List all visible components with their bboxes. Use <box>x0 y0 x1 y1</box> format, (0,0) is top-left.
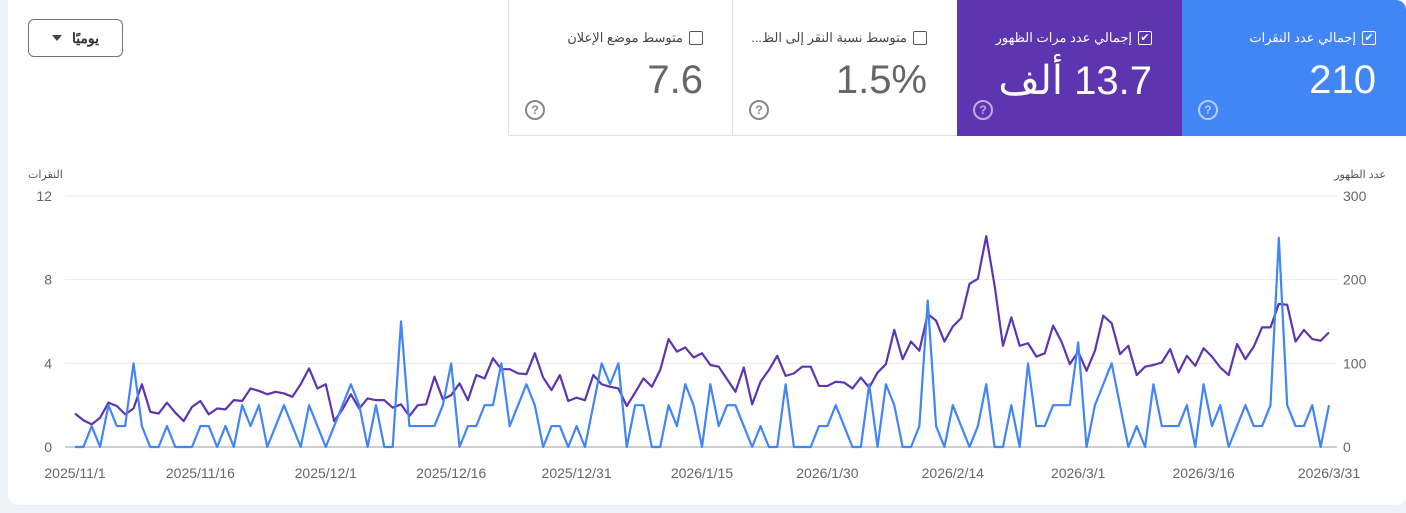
metric-value: 1.5% <box>835 58 927 102</box>
x-tick-label: 2026/3/31 <box>1298 465 1360 481</box>
left-tick-label: 0 <box>44 439 52 455</box>
metric-value: 7.6 <box>647 58 703 102</box>
help-icon[interactable]: ? <box>749 100 769 120</box>
right-tick-label: 300 <box>1343 188 1367 204</box>
checkbox-checked[interactable]: ✔ <box>1362 31 1376 45</box>
left-tick-label: 8 <box>44 272 52 288</box>
x-tick-label: 2025/12/31 <box>542 465 612 481</box>
x-tick-label: 2025/12/16 <box>416 465 486 481</box>
right-tick-label: 100 <box>1343 355 1367 371</box>
impressions-line <box>74 235 1330 426</box>
chevron-down-icon <box>51 35 62 41</box>
x-tick-label: 2025/12/1 <box>295 465 357 481</box>
metric-value: 210 <box>1309 58 1376 102</box>
metric-value: 13.7 ألف <box>998 59 1152 103</box>
x-tick-label: 2026/2/14 <box>922 465 984 481</box>
clicks-line <box>75 236 1331 449</box>
granularity-dropdown[interactable]: يوميًا <box>28 19 123 57</box>
help-icon[interactable]: ? <box>973 100 993 120</box>
right-axis-title: عدد الظهور <box>1334 169 1386 181</box>
left-axis-title: النقرات <box>28 169 63 181</box>
metric-card-avg-position[interactable]: متوسط موضع الإعلان 7.6 ? <box>508 0 733 136</box>
metric-label: متوسط نسبة النقر إلى الظ... <box>751 30 907 45</box>
right-tick-label: 0 <box>1343 439 1351 455</box>
metric-card-ctr[interactable]: متوسط نسبة النقر إلى الظ... 1.5% ? <box>732 0 957 136</box>
x-tick-label: 2025/11/16 <box>166 465 235 481</box>
checkbox[interactable] <box>689 31 703 45</box>
metric-label: إجمالي عدد مرات الظهور <box>995 30 1132 45</box>
metric-label: متوسط موضع الإعلان <box>567 30 683 45</box>
x-tick-label: 2026/3/16 <box>1172 465 1234 481</box>
metric-label: إجمالي عدد النقرات <box>1249 30 1356 45</box>
help-icon[interactable]: ? <box>1198 100 1218 120</box>
x-tick-label: 2026/1/15 <box>671 465 733 481</box>
help-icon[interactable]: ? <box>525 100 545 120</box>
x-tick-label: 2025/11/1 <box>44 465 105 481</box>
metric-card-clicks[interactable]: ✔ إجمالي عدد النقرات 210 ? <box>1182 0 1406 136</box>
checkbox[interactable] <box>913 31 927 45</box>
checkbox-checked[interactable]: ✔ <box>1138 31 1152 45</box>
x-tick-label: 2026/3/1 <box>1051 465 1106 481</box>
left-tick-label: 4 <box>44 355 52 371</box>
right-tick-label: 200 <box>1343 272 1367 288</box>
granularity-label: يوميًا <box>71 29 100 46</box>
x-tick-label: 2026/1/30 <box>796 465 858 481</box>
metric-card-impressions[interactable]: ✔ إجمالي عدد مرات الظهور 13.7 ألف ? <box>957 0 1182 136</box>
left-tick-label: 12 <box>36 188 52 204</box>
